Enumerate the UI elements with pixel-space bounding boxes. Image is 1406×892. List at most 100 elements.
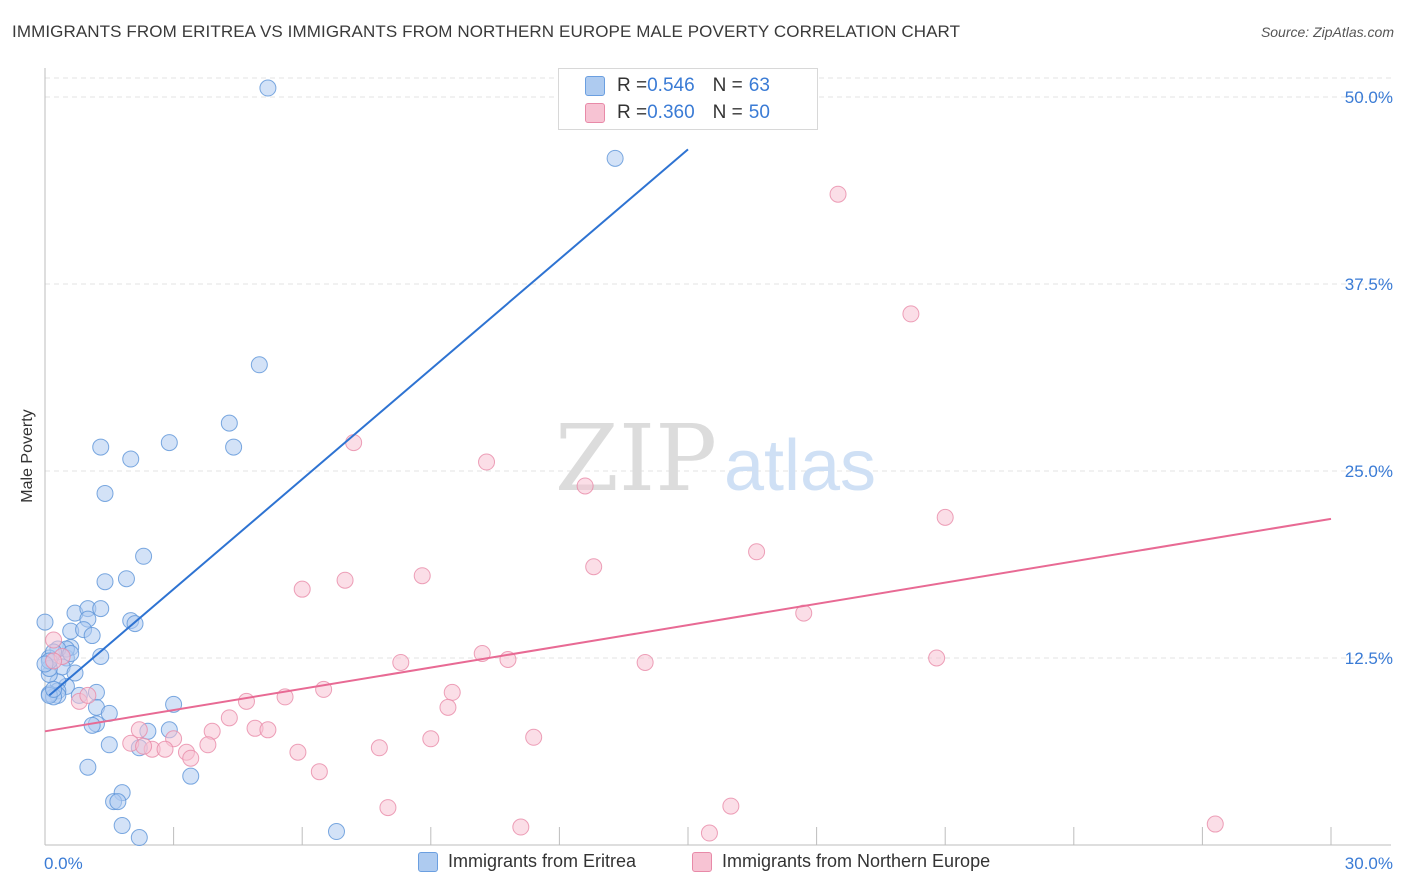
trend-line-northern-europe <box>44 517 1332 733</box>
watermark-zip: ZIP <box>555 405 717 512</box>
point-northern-europe <box>336 571 354 589</box>
legend-swatch-northern-europe <box>692 851 712 872</box>
point-northern-europe <box>902 305 920 323</box>
n-value: 63 <box>748 75 770 96</box>
x-tick-label: 0.0% <box>44 854 83 873</box>
point-northern-europe <box>310 763 328 781</box>
point-eritrea <box>96 484 114 502</box>
point-northern-europe <box>439 698 457 716</box>
point-eritrea <box>606 149 624 167</box>
trend-lines <box>44 148 1332 733</box>
point-eritrea <box>92 648 110 666</box>
point-northern-europe <box>259 721 277 739</box>
point-northern-europe <box>45 652 63 670</box>
watermark: ZIP atlas <box>555 405 876 512</box>
point-northern-europe <box>289 743 307 761</box>
point-northern-europe <box>293 580 311 598</box>
point-northern-europe <box>512 818 530 836</box>
point-northern-europe <box>576 477 594 495</box>
point-eritrea <box>79 758 97 776</box>
point-northern-europe <box>379 799 397 817</box>
point-northern-europe <box>345 434 363 452</box>
legend-item-northern-europe[interactable]: Immigrants from Northern Europe <box>692 851 990 872</box>
point-eritrea <box>135 547 153 565</box>
point-northern-europe <box>1206 815 1224 833</box>
point-eritrea <box>259 79 277 97</box>
correlation-row-northern-europe: R = 0.360 N = 50 <box>585 102 770 124</box>
correlation-row-eritrea: R = 0.546 N = 63 <box>585 75 770 97</box>
point-eritrea <box>160 434 178 452</box>
n-label: N = <box>712 102 743 123</box>
point-northern-europe <box>199 736 217 754</box>
watermark-atlas: atlas <box>724 426 876 506</box>
point-eritrea <box>117 570 135 588</box>
point-northern-europe <box>585 558 603 576</box>
point-northern-europe <box>748 543 766 561</box>
point-eritrea <box>92 438 110 456</box>
point-eritrea <box>109 793 127 811</box>
legend-swatch-northern-europe <box>585 103 605 123</box>
point-eritrea <box>92 600 110 618</box>
point-northern-europe <box>936 508 954 526</box>
source-label: Source: ZipAtlas.com <box>1260 24 1394 40</box>
point-eritrea <box>96 573 114 591</box>
point-northern-europe <box>928 649 946 667</box>
r-value: 0.546 <box>647 75 695 96</box>
point-northern-europe <box>422 730 440 748</box>
point-eritrea <box>250 356 268 374</box>
point-northern-europe <box>700 824 718 842</box>
bottom-legend: Immigrants from Eritrea Immigrants from … <box>0 851 1406 879</box>
point-eritrea <box>165 695 183 713</box>
point-northern-europe <box>636 653 654 671</box>
point-northern-europe <box>220 709 238 727</box>
legend-swatch-eritrea <box>585 76 605 96</box>
n-label: N = <box>712 75 743 96</box>
x-tick-label: 30.0% <box>1345 854 1393 873</box>
trend-line-eritrea <box>48 148 689 697</box>
r-value: 0.360 <box>647 102 695 123</box>
point-northern-europe <box>156 740 174 758</box>
point-eritrea <box>122 450 140 468</box>
data-points <box>36 79 1224 847</box>
legend-label-eritrea: Immigrants from Eritrea <box>448 851 637 871</box>
y-tick-label: 25.0% <box>1345 462 1393 481</box>
point-northern-europe <box>722 797 740 815</box>
r-label: R = <box>617 102 648 123</box>
point-northern-europe <box>525 728 543 746</box>
chart-title: IMMIGRANTS FROM ERITREA VS IMMIGRANTS FR… <box>12 22 961 41</box>
point-eritrea <box>100 736 118 754</box>
point-northern-europe <box>45 631 63 649</box>
point-eritrea <box>45 680 63 698</box>
correlation-legend: R = 0.546 N = 63 R = 0.360 N = 50 <box>558 68 818 130</box>
point-northern-europe <box>370 739 388 757</box>
legend-swatch-eritrea <box>418 851 438 872</box>
point-northern-europe <box>130 721 148 739</box>
y-tick-label: 12.5% <box>1345 649 1393 668</box>
y-tick-label: 37.5% <box>1345 275 1393 294</box>
point-northern-europe <box>829 185 847 203</box>
point-eritrea <box>182 767 200 785</box>
point-northern-europe <box>182 749 200 767</box>
point-northern-europe <box>237 692 255 710</box>
point-eritrea <box>327 823 345 841</box>
legend-item-eritrea[interactable]: Immigrants from Eritrea <box>418 851 636 872</box>
point-northern-europe <box>413 567 431 585</box>
gridlines <box>45 77 1391 659</box>
point-northern-europe <box>478 453 496 471</box>
point-northern-europe <box>392 653 410 671</box>
tick-labels: 12.5% 25.0% 37.5% 50.0% 0.0% 30.0% <box>44 88 1393 873</box>
axes <box>44 68 1391 846</box>
point-eritrea <box>113 817 131 835</box>
point-northern-europe <box>135 737 153 755</box>
r-label: R = <box>617 75 648 96</box>
point-eritrea <box>225 438 243 456</box>
y-tick-label: 50.0% <box>1345 88 1393 107</box>
point-eritrea <box>220 414 238 432</box>
point-northern-europe <box>443 683 461 701</box>
point-eritrea <box>36 613 54 631</box>
legend-label-northern-europe: Immigrants from Northern Europe <box>722 851 991 871</box>
n-value: 50 <box>748 102 770 123</box>
point-northern-europe <box>79 686 97 704</box>
point-eritrea <box>83 627 101 645</box>
